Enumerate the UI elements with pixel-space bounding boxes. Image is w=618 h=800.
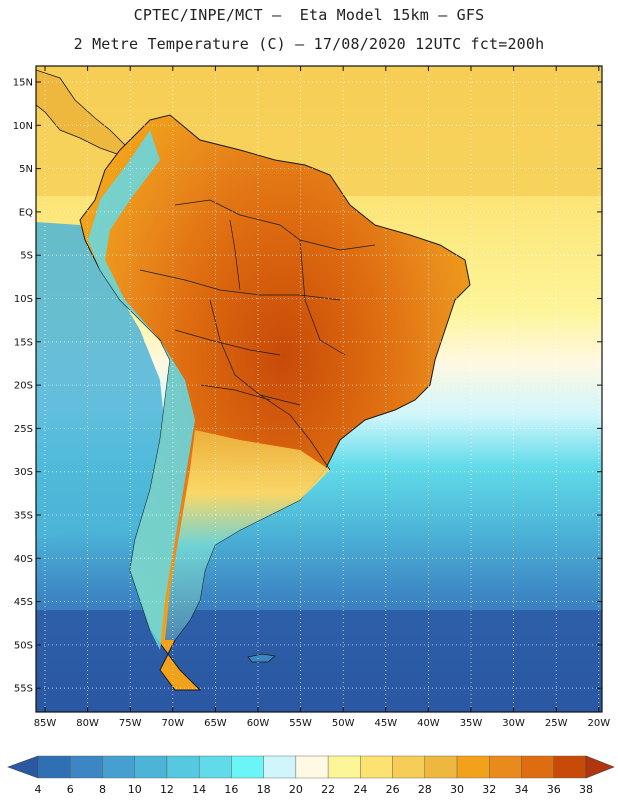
southern-ocean-band	[36, 610, 602, 712]
lon-label: 85W	[34, 718, 57, 729]
title-line-1: CPTEC/INPE/MCT – Eta Model 15km – GFS	[133, 6, 485, 24]
colorbar-tick-label: 20	[289, 783, 303, 796]
colorbar-tick-label: 34	[515, 783, 529, 796]
lat-label: 45S	[14, 597, 33, 608]
country-borders	[139, 199, 376, 471]
lon-label: 45W	[374, 718, 397, 729]
colorbar-swatch	[521, 755, 554, 779]
colorbar-swatch	[392, 755, 426, 779]
colorbar-tick-label: 18	[257, 783, 271, 796]
latitude-labels: 15N 10N 5N EQ 5S 10S 15S 20S 25S 30S 35S 40S 45S 50S 5…	[13, 78, 33, 695]
colorbar-swatch	[198, 755, 232, 779]
lon-label: 75W	[119, 718, 142, 729]
lat-label: 5N	[19, 164, 33, 175]
lat-label: 55S	[14, 684, 33, 695]
colorbar-tick-label: 22	[321, 783, 335, 796]
colorbar-swatch	[489, 755, 522, 779]
longitude-labels: 85W 80W 75W 70W 65W 60W 55W 50W 45W 40W 35W 30W 25W 2…	[34, 718, 611, 729]
lon-label: 25W	[545, 718, 568, 729]
colorbar-swatch	[424, 755, 458, 779]
lat-label: 10N	[13, 121, 33, 132]
colorbar-labels: 4 6 8 10 12 14 16 18 20 22 24 26 28 30 32 34 36 38	[35, 783, 594, 796]
lon-label: 70W	[161, 718, 184, 729]
lat-label: 30S	[14, 467, 33, 478]
colorbar-tick-label: 14	[192, 783, 206, 796]
pacific-cool-tongue	[36, 222, 165, 540]
lat-label: 40S	[14, 554, 33, 565]
colorbar-swatch	[263, 755, 297, 779]
lat-label: 15S	[14, 337, 33, 348]
lat-label: EQ	[19, 207, 33, 218]
lat-label: 25S	[14, 424, 33, 435]
colorbar-swatch	[70, 755, 103, 779]
colorbar-swatch	[360, 755, 393, 779]
colorbar-swatch	[102, 755, 135, 779]
map-frame	[35, 65, 603, 713]
lat-label: 50S	[14, 640, 33, 651]
lon-label: 65W	[204, 718, 227, 729]
colorbar-tick-label: 6	[67, 783, 74, 796]
colorbar-tick-label: 28	[418, 783, 432, 796]
colorbar-tick-label: 4	[35, 783, 42, 796]
colorbar-swatch	[456, 755, 490, 779]
colorbar-swatch	[166, 755, 200, 779]
colorbar-swatch	[231, 755, 264, 779]
lat-label: 10S	[14, 294, 33, 305]
axis-ticks	[36, 66, 602, 712]
colorbar-swatch	[327, 755, 361, 779]
lon-label: 30W	[502, 718, 525, 729]
colorbar-tick-label: 30	[450, 783, 464, 796]
colorbar-lower-arrow	[7, 755, 39, 779]
colorbar-upper-arrow	[585, 755, 615, 779]
southern-cone	[165, 430, 330, 640]
lon-label: 55W	[289, 718, 312, 729]
colorbar-tick-label: 8	[99, 783, 106, 796]
lon-label: 35W	[460, 718, 483, 729]
andes-cool-strip	[88, 130, 195, 650]
lat-label: 20S	[14, 381, 33, 392]
lon-label: 80W	[76, 718, 99, 729]
colorbar	[7, 755, 615, 779]
colorbar-tick-label: 26	[386, 783, 400, 796]
colorbar-tick-label: 36	[547, 783, 561, 796]
colorbar-tick-label: 24	[353, 783, 367, 796]
colorbar-swatch	[553, 755, 587, 779]
colorbar-tick-label: 12	[160, 783, 174, 796]
lat-label: 35S	[14, 511, 33, 522]
title-line-2: 2 Metre Temperature (C) – 17/08/2020 12U…	[73, 35, 545, 53]
colorbar-swatch	[37, 755, 71, 779]
colorbar-tick-label: 10	[128, 783, 142, 796]
colorbar-tick-label: 38	[579, 783, 593, 796]
lon-label: 60W	[247, 718, 270, 729]
lon-label: 50W	[332, 718, 355, 729]
lat-label: 5S	[20, 251, 33, 262]
lon-label: 20W	[587, 718, 610, 729]
colorbar-tick-label: 32	[482, 783, 496, 796]
lat-label: 15N	[13, 78, 33, 89]
colorbar-swatch	[134, 755, 168, 779]
falkland-islands	[247, 653, 276, 663]
colorbar-swatch	[295, 755, 329, 779]
lon-label: 40W	[417, 718, 440, 729]
colorbar-tick-label: 16	[224, 783, 238, 796]
